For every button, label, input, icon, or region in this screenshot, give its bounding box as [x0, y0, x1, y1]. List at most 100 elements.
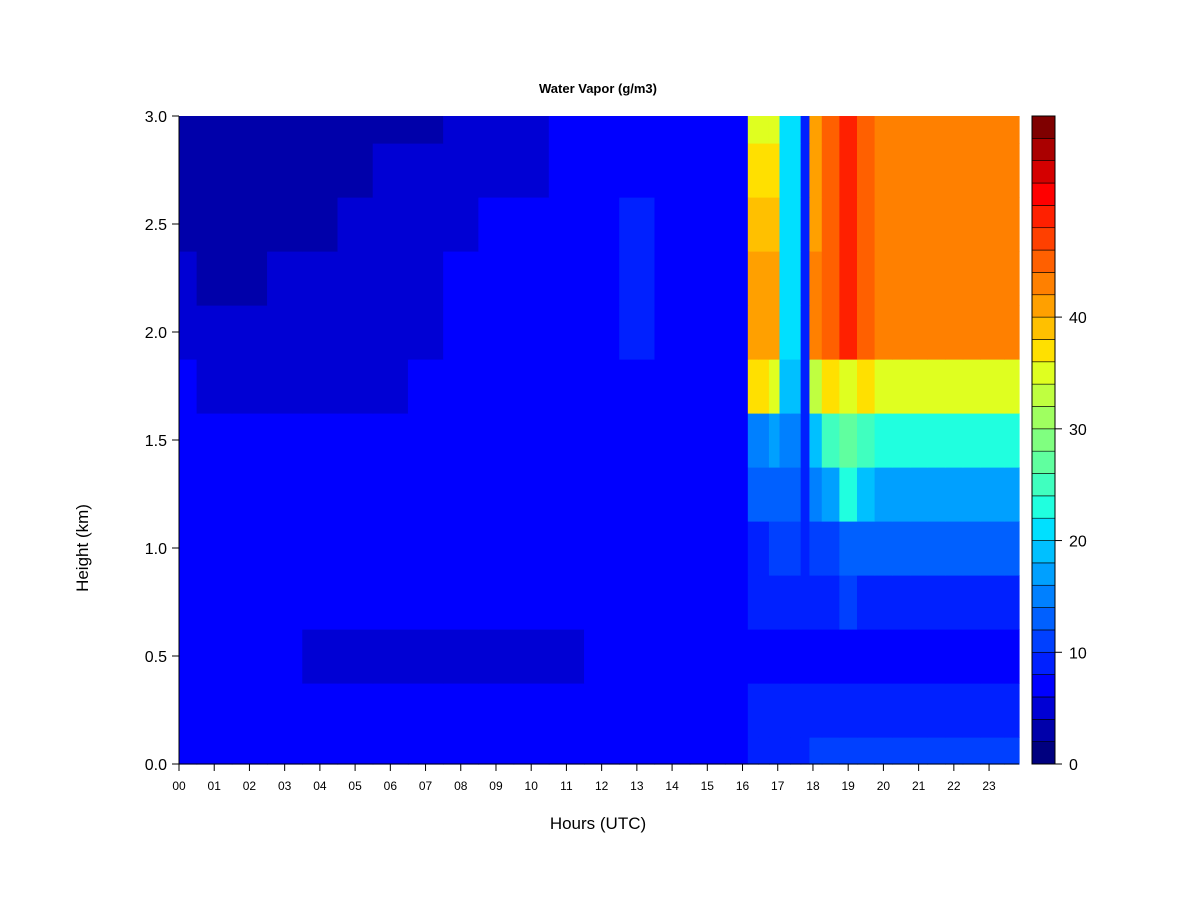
colorbar-swatch — [1031, 339, 1056, 363]
heatmap-cell — [584, 116, 620, 144]
heatmap-cell — [548, 683, 585, 738]
heatmap-cell — [980, 521, 1005, 576]
y-tick-label: 1.0 — [145, 541, 167, 558]
heatmap-cell — [179, 737, 198, 765]
heatmap-cell — [302, 629, 339, 684]
x-tick-label: 13 — [630, 779, 644, 793]
heatmap-cell — [196, 251, 233, 306]
heatmap-cell — [584, 467, 620, 522]
x-tick-label: 01 — [208, 779, 222, 793]
heatmap-cell — [1004, 737, 1020, 765]
heatmap-cell — [800, 116, 811, 144]
heatmap-cell — [945, 197, 964, 252]
heatmap-cell — [1004, 251, 1020, 306]
heatmap-cell — [689, 305, 726, 360]
heatmap-cell — [372, 737, 409, 765]
heatmap-cell — [231, 305, 268, 360]
heatmap-cell — [768, 116, 781, 144]
heatmap-cell — [513, 467, 550, 522]
heatmap-cell — [779, 521, 791, 576]
heatmap-cell — [790, 575, 802, 630]
heatmap-cell — [927, 521, 946, 576]
x-tick-label: 09 — [489, 779, 503, 793]
heatmap-cell — [407, 116, 444, 144]
heatmap-cell — [779, 575, 791, 630]
heatmap-cell — [619, 413, 656, 468]
heatmap-cell — [892, 521, 911, 576]
heatmap-cell — [407, 683, 444, 738]
heatmap-cell — [267, 629, 303, 684]
heatmap-cell — [768, 467, 781, 522]
heatmap-cell — [779, 143, 791, 198]
heatmap-cell — [779, 359, 791, 414]
heatmap-cell — [267, 143, 303, 198]
heatmap-cell — [337, 467, 374, 522]
heatmap-cell — [790, 629, 802, 684]
heatmap-cell — [478, 683, 515, 738]
heatmap-cell — [909, 251, 929, 306]
heatmap-cell — [892, 629, 911, 684]
heatmap-cell — [747, 413, 759, 468]
heatmap-cell — [809, 683, 823, 738]
heatmap-cell — [513, 521, 550, 576]
heatmap-cell — [892, 143, 911, 198]
heatmap-cell — [267, 737, 303, 765]
colorbar-tick-label: 30 — [1069, 422, 1087, 439]
heatmap-cell — [443, 737, 479, 765]
colorbar-swatch — [1031, 272, 1056, 296]
heatmap-cell — [267, 116, 303, 144]
colorbar-swatch — [1031, 294, 1056, 318]
heatmap-cell — [267, 359, 303, 414]
heatmap-cell — [619, 629, 656, 684]
heatmap-cell — [689, 143, 726, 198]
heatmap-cell — [619, 467, 656, 522]
x-tick-label: 05 — [348, 779, 362, 793]
heatmap-cell — [443, 143, 479, 198]
heatmap-cell — [337, 737, 374, 765]
heatmap-cell — [1004, 413, 1020, 468]
heatmap-cell — [856, 575, 876, 630]
heatmap-cell — [179, 683, 198, 738]
x-axis-title: Hours (UTC) — [550, 814, 646, 833]
heatmap-cell — [1004, 197, 1020, 252]
heatmap-cell — [821, 629, 840, 684]
heatmap-cell — [179, 521, 198, 576]
heatmap-cell — [856, 413, 876, 468]
heatmap-cell — [407, 521, 444, 576]
heatmap-cell — [231, 413, 268, 468]
heatmap-cell — [758, 251, 770, 306]
colorbar-swatch — [1031, 629, 1056, 653]
heatmap-cell — [372, 143, 409, 198]
x-tick-label: 02 — [243, 779, 257, 793]
heatmap-cell — [909, 629, 929, 684]
heatmap-cell — [513, 197, 550, 252]
colorbar-swatch — [1031, 316, 1056, 340]
x-tick-label: 08 — [454, 779, 468, 793]
heatmap-cell — [619, 521, 656, 576]
heatmap-cell — [980, 575, 1005, 630]
heatmap-cell — [821, 683, 840, 738]
heatmap-cell — [478, 575, 515, 630]
heatmap-cell — [231, 629, 268, 684]
heatmap-cell — [874, 251, 893, 306]
heatmap-cell — [874, 116, 893, 144]
heatmap-cell — [800, 683, 811, 738]
heatmap-cell — [809, 251, 823, 306]
heatmap-cell — [196, 143, 233, 198]
heatmap-cell — [839, 521, 858, 576]
heatmap-cell — [909, 197, 929, 252]
heatmap-cell — [747, 467, 759, 522]
heatmap-cell — [790, 143, 802, 198]
heatmap-cell — [768, 629, 781, 684]
heatmap-cell — [619, 116, 656, 144]
heatmap-cell — [513, 575, 550, 630]
heatmap-cell — [758, 143, 770, 198]
x-tick-label: 22 — [947, 779, 961, 793]
heatmap-cell — [513, 116, 550, 144]
heatmap-cell — [724, 683, 749, 738]
heatmap-cell — [962, 413, 981, 468]
heatmap-cell — [790, 359, 802, 414]
heatmap-cell — [1004, 575, 1020, 630]
heatmap-cell — [790, 737, 802, 765]
